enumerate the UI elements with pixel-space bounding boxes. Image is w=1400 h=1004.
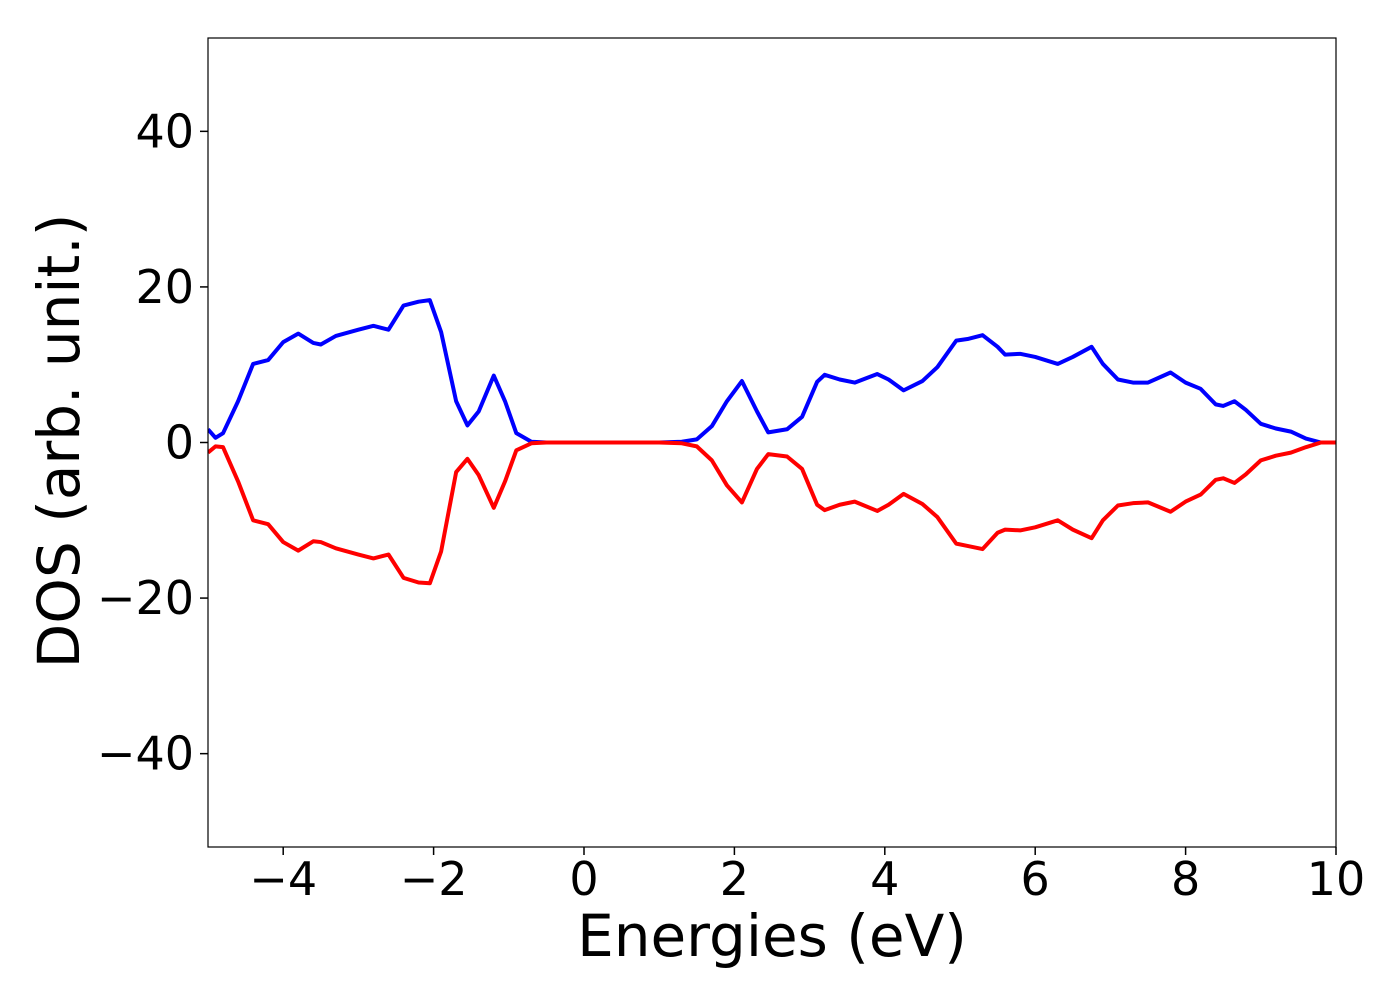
x-axis-label: Energies (eV) bbox=[577, 902, 967, 970]
x-tick-label: −4 bbox=[249, 852, 317, 906]
x-tick-label: 6 bbox=[1021, 852, 1050, 906]
y-tick-label: 40 bbox=[135, 104, 194, 158]
y-tick-label: 0 bbox=[165, 416, 194, 470]
y-axis-label: DOS (arb. unit.) bbox=[25, 214, 93, 669]
plot-frame bbox=[207, 37, 1337, 848]
x-tick-label: −2 bbox=[400, 852, 468, 906]
x-tick-label: 10 bbox=[1307, 852, 1366, 906]
x-tick-label: 0 bbox=[569, 852, 598, 906]
x-tick-label: 8 bbox=[1171, 852, 1200, 906]
x-tick-label: 2 bbox=[720, 852, 749, 906]
line-series bbox=[208, 440, 1336, 586]
x-tick-label: 4 bbox=[870, 852, 899, 906]
line-series bbox=[208, 298, 1336, 445]
y-tick-label: −20 bbox=[97, 571, 194, 625]
y-tick-label: −40 bbox=[97, 727, 194, 781]
y-tick-label: 20 bbox=[135, 260, 194, 314]
